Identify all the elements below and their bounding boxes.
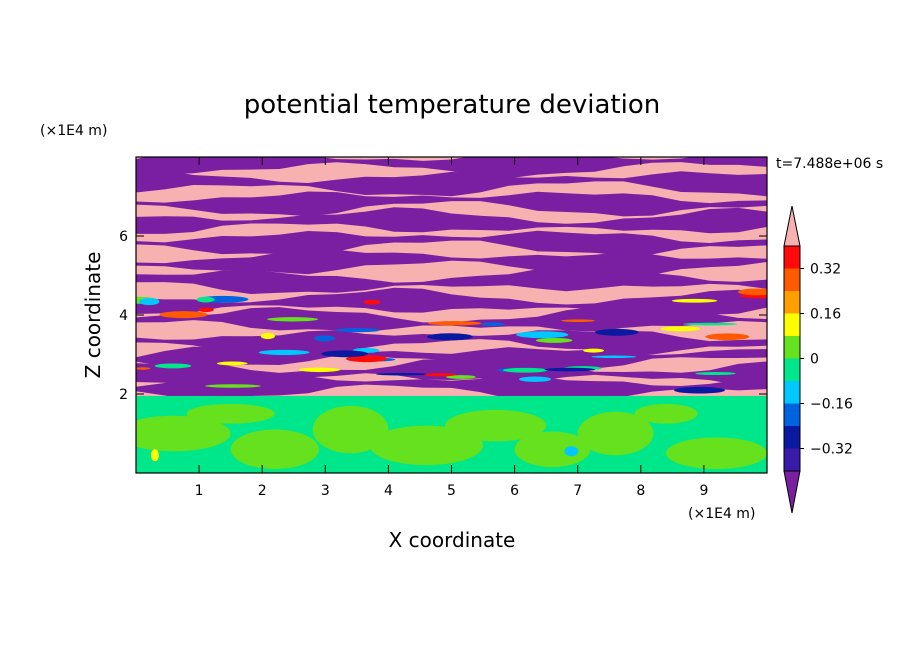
- colorbar-segment: [784, 313, 800, 336]
- colorbar-segment: [784, 336, 800, 359]
- mixing-streak: [445, 375, 476, 379]
- colorbar-segment: [784, 246, 800, 269]
- colorbar-extend-bottom: [783, 470, 801, 514]
- colorbar-tick-label: −0.32: [810, 442, 853, 458]
- colorbar-extend-top: [783, 205, 801, 247]
- mixing-streak: [683, 322, 738, 326]
- low-deviation-band: [136, 157, 767, 179]
- colorbar-segment: [784, 381, 800, 404]
- x-unit-label: (×1E4 m): [688, 506, 755, 522]
- mixing-streak: [544, 367, 596, 372]
- eddy: [514, 431, 591, 468]
- eddy: [186, 403, 275, 424]
- chart-title: potential temperature deviation: [244, 90, 660, 120]
- low-deviation-band: [136, 306, 767, 332]
- mixing-streak: [705, 333, 750, 341]
- mixing-streak: [321, 350, 369, 358]
- y-unit-label: (×1E4 m): [40, 123, 107, 139]
- mixing-streak: [335, 328, 380, 333]
- mixing-streak: [196, 296, 215, 303]
- y-axis-label: Z coordinate: [81, 252, 105, 379]
- mixing-streak: [427, 321, 482, 326]
- mixing-streak: [583, 348, 604, 353]
- eddy: [666, 437, 767, 470]
- eddy: [369, 425, 484, 466]
- x-tick-label: 2: [258, 483, 267, 499]
- low-deviation-band: [136, 358, 767, 387]
- colorbar-segment: [784, 426, 800, 449]
- mixing-streak: [154, 363, 192, 369]
- mixing-streak: [345, 355, 388, 363]
- eddy: [136, 415, 231, 452]
- mixing-streak: [299, 367, 341, 373]
- low-deviation-band: [136, 207, 767, 234]
- x-tick-label: 1: [195, 483, 204, 499]
- mixing-streak: [535, 337, 573, 343]
- plot-area: [136, 157, 767, 473]
- eddy: [150, 449, 159, 462]
- mixing-streak: [737, 288, 767, 296]
- low-deviation-band: [136, 374, 767, 401]
- y-tick-label: 6: [119, 229, 128, 245]
- x-tick-label: 9: [699, 483, 708, 499]
- colorbar-segment: [784, 403, 800, 426]
- colorbar-tick-label: −0.16: [810, 397, 853, 413]
- colorbar-segment: [784, 291, 800, 314]
- colorbar-segment: [784, 358, 800, 381]
- mixing-streak: [502, 367, 548, 373]
- eddy: [634, 403, 698, 424]
- y-tick-label: 4: [119, 308, 128, 324]
- eddy: [564, 446, 579, 457]
- mixing-streak: [198, 307, 214, 313]
- low-deviation-band: [136, 191, 767, 217]
- mixing-streak: [136, 367, 151, 370]
- x-tick-label: 5: [447, 483, 456, 499]
- mixing-streak: [216, 361, 248, 366]
- x-tick-label: 4: [384, 483, 393, 499]
- mixing-streak: [424, 373, 457, 377]
- colorbar-tick-label: 0: [810, 352, 819, 368]
- mixing-streak: [363, 299, 381, 305]
- eddy: [577, 411, 654, 456]
- colorbar: 0.32 0.16 0 −0.16 −0.32: [783, 205, 853, 514]
- mixing-streak: [674, 386, 725, 394]
- x-tick-label: 6: [510, 483, 519, 499]
- mixing-streak: [426, 333, 473, 341]
- colorbar-segment: [784, 448, 800, 471]
- mixing-streak: [314, 335, 336, 342]
- mixing-streak: [267, 317, 319, 322]
- eddy: [445, 409, 547, 442]
- mixing-streak: [660, 326, 701, 332]
- mixing-streak: [591, 355, 637, 359]
- time-label: t=7.488e+06 s: [776, 156, 883, 172]
- eddy: [312, 405, 389, 454]
- colorbar-segment: [784, 268, 800, 291]
- mixing-streak: [375, 372, 428, 376]
- colorbar-tick-label: 0.16: [810, 307, 841, 323]
- colorbar-tick-label: 0.32: [810, 262, 841, 278]
- low-deviation-band: [136, 265, 767, 295]
- mixing-streak: [204, 384, 261, 388]
- mixing-streak: [480, 322, 505, 326]
- mixing-streak: [695, 371, 736, 376]
- low-deviation-band: [136, 166, 767, 197]
- mixing-streak: [518, 376, 552, 382]
- mixing-streak: [159, 311, 208, 319]
- low-deviation-band: [136, 230, 767, 256]
- x-tick-label: 7: [573, 483, 582, 499]
- mixing-streak: [516, 331, 569, 339]
- y-tick-label: 2: [119, 387, 128, 403]
- mixing-streak: [258, 349, 310, 356]
- mixing-streak: [594, 328, 639, 336]
- mixing-streak: [260, 332, 275, 340]
- x-tick-label: 8: [636, 483, 645, 499]
- x-axis-label: X coordinate: [389, 528, 516, 552]
- mixing-streak: [671, 298, 718, 303]
- mixing-streak: [139, 297, 160, 306]
- mixing-streak: [561, 319, 596, 322]
- eddy: [230, 429, 319, 470]
- x-tick-label: 3: [321, 483, 330, 499]
